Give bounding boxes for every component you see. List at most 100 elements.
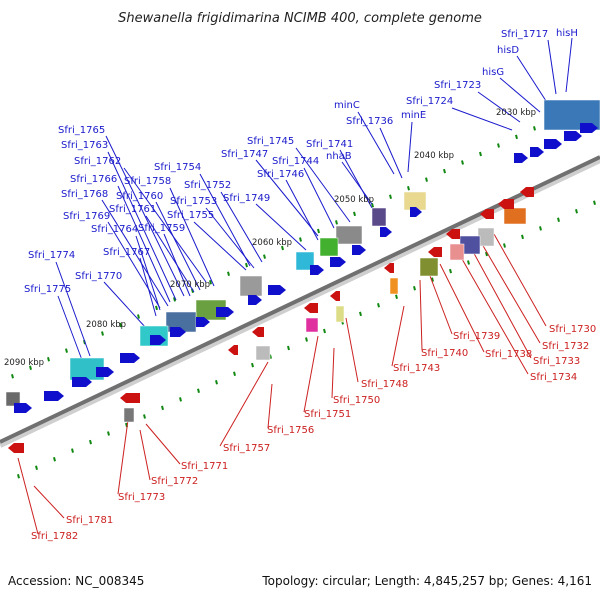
gene-label-sfri-1761[interactable]: Sfri_1761 [109,204,156,215]
kbp-scale: 2030 kbp 2040 kbp 2050 kbp 2060 kbp 2070… [4,108,536,368]
gene-label-sfri-1723[interactable]: Sfri_1723 [434,80,481,91]
gene-label-minC[interactable]: minC [334,100,360,111]
gene-label-hisG[interactable]: hisG [482,67,504,78]
gene-label-sfri-1740[interactable]: Sfri_1740 [421,348,468,359]
tick-mark [497,143,500,148]
gene-label-sfri-1743[interactable]: Sfri_1743 [393,363,440,374]
gene-label-sfri-1734[interactable]: Sfri_1734 [530,372,577,383]
gene-label-sfri-1749[interactable]: Sfri_1749 [223,193,270,204]
gene-label-sfri-1752[interactable]: Sfri_1752 [184,180,231,191]
reverse-gene-arrow [228,345,238,355]
gene-label-sfri-1767[interactable]: Sfri_1767 [103,247,150,258]
forward-gene-arrow [380,227,392,237]
gene-label-sfri-1745[interactable]: Sfri_1745 [247,136,294,147]
reverse-gene-arrow [252,327,264,337]
gene-label-sfri-1724[interactable]: Sfri_1724 [406,96,453,107]
gene-label-sfri-1738[interactable]: Sfri_1738 [485,349,532,360]
gene-label-sfri-1736[interactable]: Sfri_1736 [346,116,393,127]
label-leader [303,335,319,413]
gene-label-sfri-1717[interactable]: Sfri_1717 [501,29,548,40]
tick-mark [71,448,74,453]
gene-label-sfri-1739[interactable]: Sfri_1739 [453,331,500,342]
tick-mark [281,245,284,251]
tick-mark [155,305,158,311]
gene-label-sfri-1741[interactable]: Sfri_1741 [306,139,353,150]
gene-label-sfri-1732[interactable]: Sfri_1732 [542,341,589,352]
feature-block [239,275,263,297]
forward-gene-arrow [310,265,324,275]
gene-label-sfri-1769[interactable]: Sfri_1769 [63,211,110,222]
kbp-label: 2080 kbp [86,320,126,330]
gene-label-sfri-1746[interactable]: Sfri_1746 [257,169,304,180]
gene-label-sfri-1771[interactable]: Sfri_1771 [181,461,228,472]
gene-label-sfri-1773[interactable]: Sfri_1773 [118,492,165,503]
gene-label-sfri-1775[interactable]: Sfri_1775 [24,284,71,295]
gene-label-sfri-1748[interactable]: Sfri_1748 [361,379,408,390]
tick-mark [47,356,50,362]
gene-label-sfri-1772[interactable]: Sfri_1772 [151,476,198,487]
gene-label-sfri-1744[interactable]: Sfri_1744 [272,156,319,167]
gene-label-sfri-1754[interactable]: Sfri_1754 [154,162,201,173]
gene-label-sfri-1733[interactable]: Sfri_1733 [533,356,580,367]
tick-mark [29,365,32,370]
label-leader [205,207,255,269]
tick-mark [353,211,356,217]
label-leader [457,251,529,375]
feature-block [371,207,387,227]
gene-label-minE[interactable]: minE [401,110,426,121]
tick-mark [299,237,302,242]
label-leader [139,257,157,317]
gene-label-sfri-1763[interactable]: Sfri_1763 [61,140,108,151]
gene-label-sfri-1755[interactable]: Sfri_1755 [167,210,214,221]
gene-label-sfri-1765[interactable]: Sfri_1765 [58,125,105,136]
tick-mark [197,388,200,394]
gene-label-sfri-1768[interactable]: Sfri_1768 [61,189,108,200]
tick-mark [263,254,266,259]
gene-label-hisH[interactable]: hisH [556,28,578,39]
label-leader [267,383,273,429]
tick-mark [137,314,140,319]
gene-label-sfri-1760[interactable]: Sfri_1760 [116,191,163,202]
label-leader [345,317,359,383]
gene-label-sfri-1781[interactable]: Sfri_1781 [66,515,113,526]
gene-label-sfri-1747[interactable]: Sfri_1747 [221,149,268,160]
topology-text: Topology: circular; Length: 4,845,257 bp… [261,574,592,588]
gene-label-sfri-1753[interactable]: Sfri_1753 [170,196,217,207]
label-leader [107,151,177,301]
tick-mark [107,431,110,436]
gene-label-hisD[interactable]: hisD [497,45,519,56]
gene-label-sfri-1774[interactable]: Sfri_1774 [28,250,75,261]
reverse-gene-arrow [520,187,534,197]
tick-mark [305,337,308,342]
gene-label-sfri-1750[interactable]: Sfri_1750 [333,395,380,406]
forward-gene-arrow [544,139,562,149]
gene-label-sfri-1762[interactable]: Sfri_1762 [74,156,121,167]
kbp-label: 2040 kbp [414,151,454,161]
tick-mark [485,251,488,257]
tick-mark [557,217,560,223]
label-leader [481,243,541,344]
gene-label-sfri-1759[interactable]: Sfri_1759 [138,223,185,234]
reverse-gene-arrow [480,209,494,219]
gene-label-sfri-1770[interactable]: Sfri_1770 [75,271,122,282]
tick-mark [335,220,338,225]
label-leader [255,159,319,237]
reverse-gene-arrow [120,393,140,403]
gene-label-sfri-1730[interactable]: Sfri_1730 [549,324,596,335]
gene-label-sfri-1764[interactable]: Sfri_1764 [91,224,138,235]
gene-label-sfri-1757[interactable]: Sfri_1757 [223,443,270,454]
tick-mark [161,405,164,411]
gene-label-sfri-1756[interactable]: Sfri_1756 [267,425,314,436]
reverse-gene-arrow [428,247,442,257]
gene-label-nhaB[interactable]: nhaB [326,151,352,162]
tick-mark [65,348,68,353]
gene-label-sfri-1766[interactable]: Sfri_1766 [70,174,117,185]
label-leader [477,91,521,123]
reverse-gene-arrow [304,303,318,313]
gene-label-sfri-1758[interactable]: Sfri_1758 [124,176,171,187]
forward-gene-arrow [330,257,346,267]
tick-mark [251,362,254,368]
label-leader [105,135,185,297]
gene-label-sfri-1751[interactable]: Sfri_1751 [304,409,351,420]
gene-label-sfri-1782[interactable]: Sfri_1782 [31,531,78,542]
